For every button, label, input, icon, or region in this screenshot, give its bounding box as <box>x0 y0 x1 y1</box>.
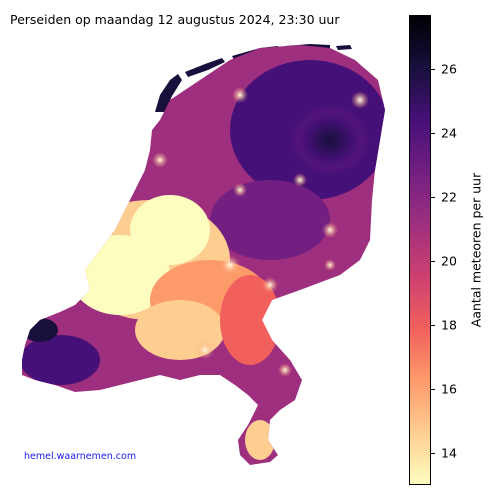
colorbar-tick-label: 18 <box>441 317 457 333</box>
colorbar-label: Aantal meteoren per uur <box>468 172 484 328</box>
colorbar <box>409 15 431 485</box>
colorbar-tick-label: 22 <box>441 189 457 205</box>
colorbar-tick-mark <box>431 325 435 327</box>
colorbar-tick-label: 24 <box>441 125 457 141</box>
credit-link[interactable]: hemel.waarnemen.com <box>24 451 137 462</box>
colorbar-tick-mark <box>431 197 435 199</box>
colorbar-tick-label: 16 <box>441 381 457 397</box>
colorbar-tick-mark <box>431 261 435 263</box>
colorbar-tick-mark <box>431 453 435 455</box>
colorbar-tick-label: 26 <box>441 61 457 77</box>
colorbar-tick-label: 20 <box>441 253 457 269</box>
colorbar-tick-mark <box>431 69 435 71</box>
colorbar-ticks: 14 16 18 20 22 24 26 <box>431 15 491 485</box>
colorbar-tick-label: 14 <box>441 445 457 461</box>
colorbar-tick-mark <box>431 133 435 135</box>
colorbar-tick-mark <box>431 389 435 391</box>
map-title: Perseiden op maandag 12 augustus 2024, 2… <box>10 12 340 27</box>
